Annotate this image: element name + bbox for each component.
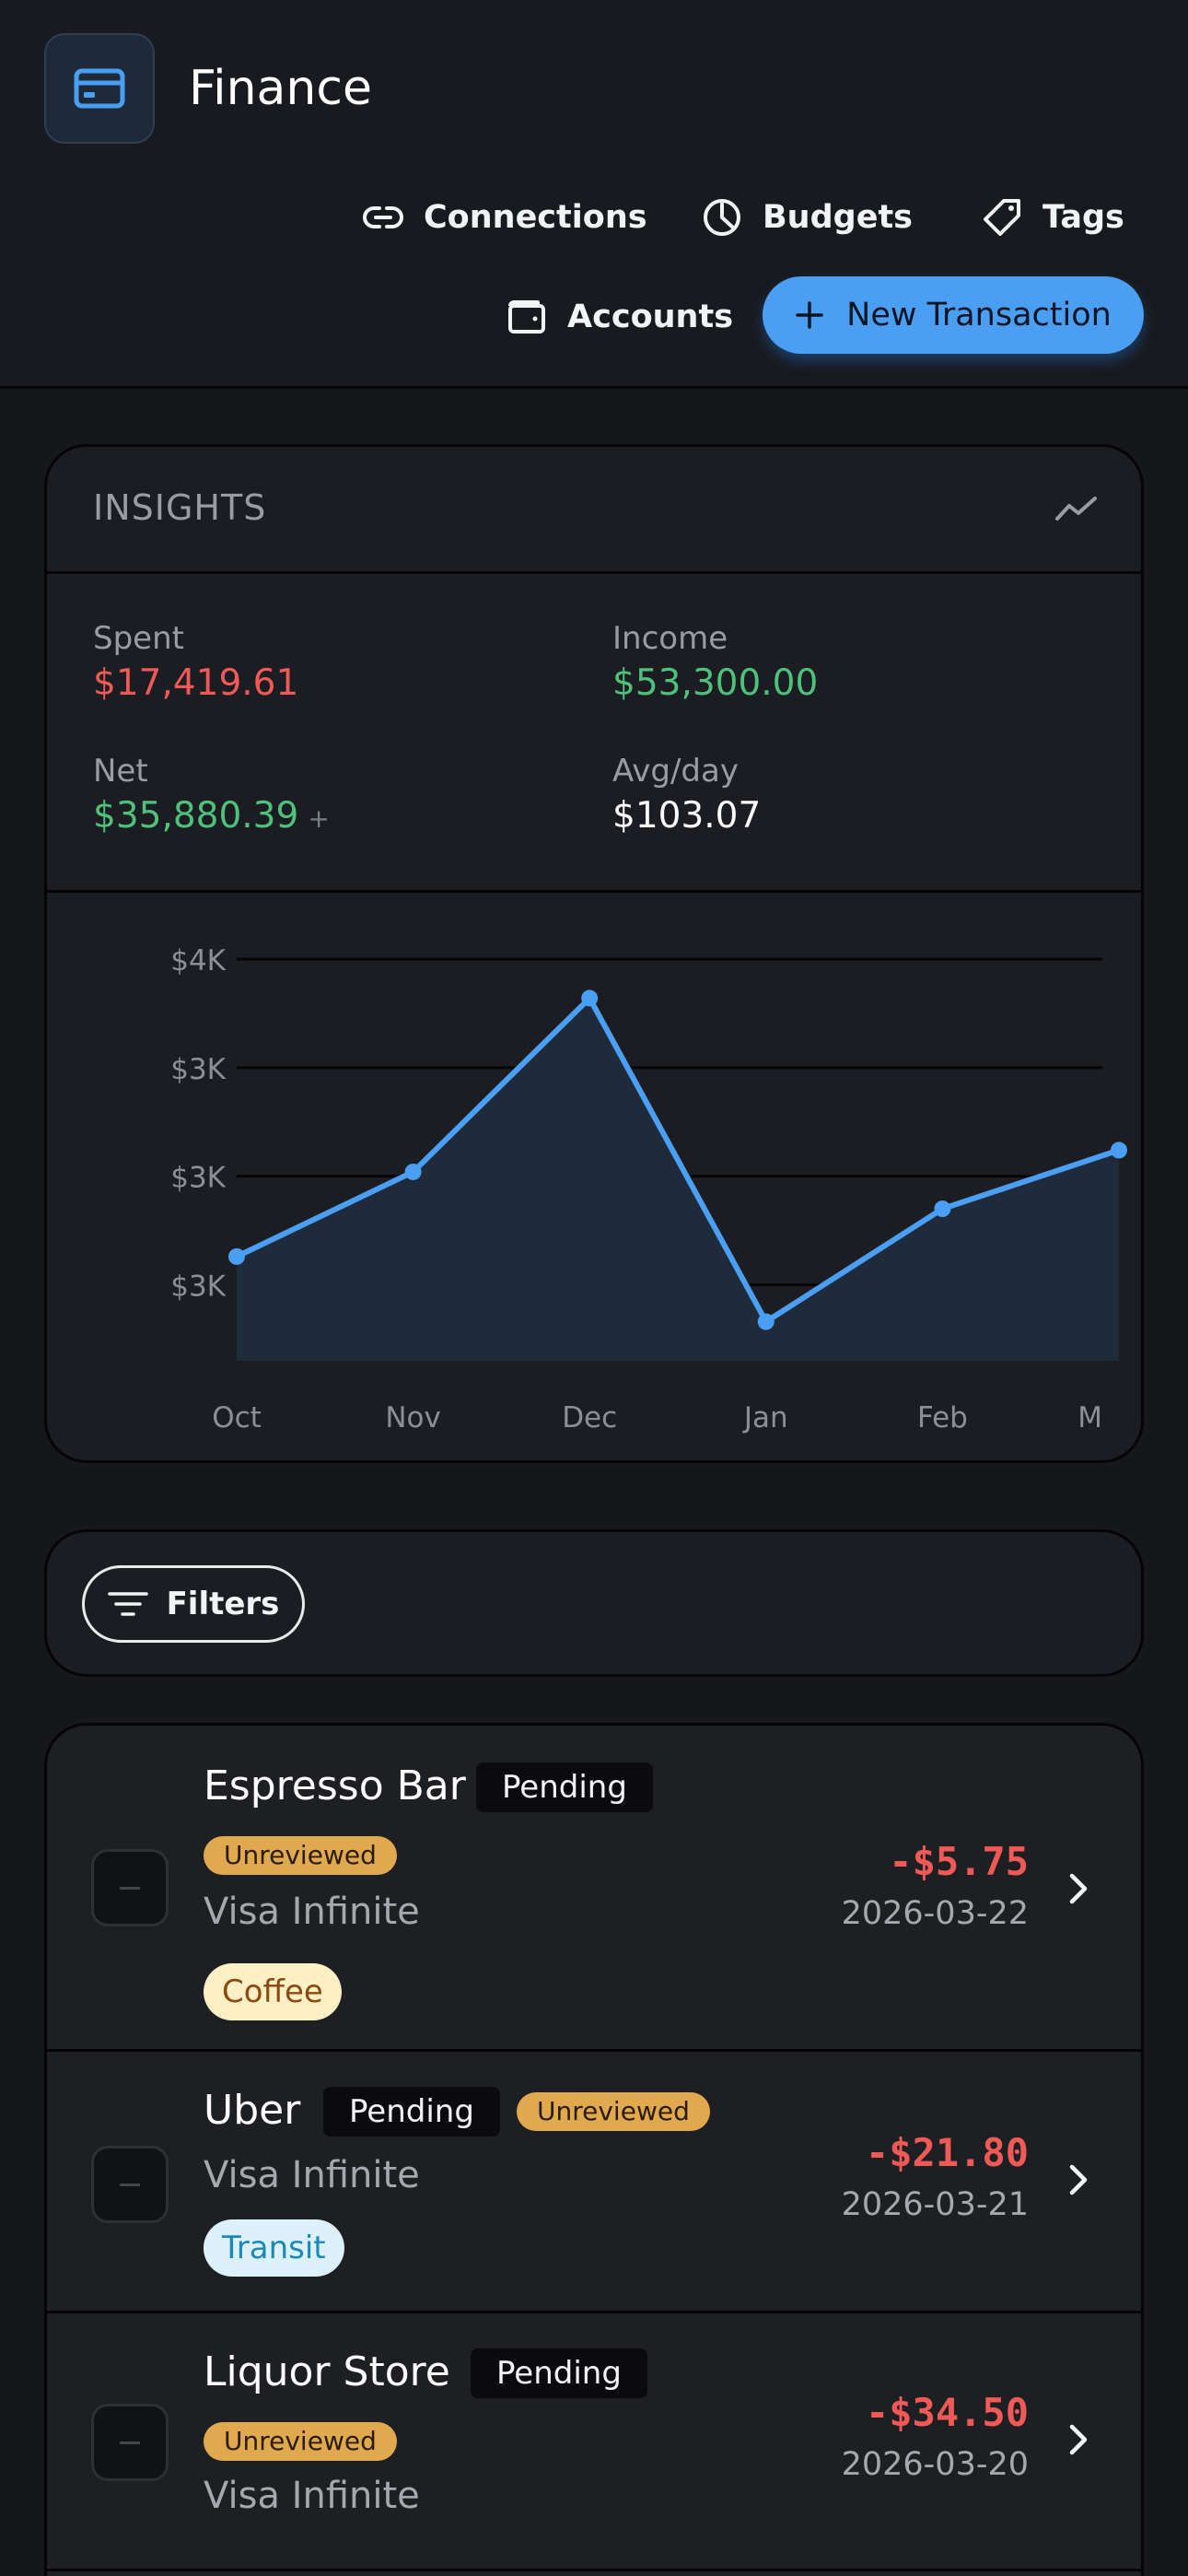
stat-spent-label: Spent — [93, 620, 184, 657]
y-tick-label: $4K — [170, 944, 226, 978]
stat-avg-day-label: Avg/day — [612, 753, 739, 790]
stat-avg-day: Avg/day $103.07 — [612, 751, 761, 841]
transaction-merchant: Liquor Store — [204, 2348, 450, 2395]
new-transaction-label: New Transaction — [846, 297, 1112, 334]
stat-net: Net $35,880.39 + — [93, 751, 330, 844]
y-tick-label: $3K — [170, 1053, 226, 1086]
status-badge-pending: Pending — [323, 2087, 500, 2137]
trend-line-icon[interactable] — [1054, 493, 1099, 522]
filters-label: Filters — [166, 1586, 280, 1622]
category-tag-transit[interactable]: Transit — [204, 2219, 344, 2277]
chart-area — [237, 998, 1119, 1361]
link-icon — [363, 206, 403, 228]
stat-income: Income $53,300.00 — [612, 618, 818, 708]
transaction-merchant: Uber — [204, 2087, 301, 2134]
data-point — [1111, 1142, 1127, 1159]
transaction-row[interactable]: Uber Pending Unreviewed Visa Infinite Tr… — [47, 2052, 1141, 2313]
stat-income-label: Income — [612, 620, 728, 657]
insights-header: INSIGHTS — [47, 447, 1141, 574]
stat-net-value-row: $35,880.39 + — [93, 791, 330, 844]
nav-budgets-label: Budgets — [763, 199, 914, 236]
filters-card: Filters — [44, 1529, 1144, 1677]
x-tick-label: Nov — [385, 1401, 441, 1434]
nav-accounts[interactable]: Accounts — [507, 289, 733, 345]
y-tick-label: $3K — [170, 1162, 226, 1195]
nav-accounts-label: Accounts — [567, 299, 734, 335]
stat-income-value: $53,300.00 — [612, 662, 819, 704]
transaction-account: Visa Infinite — [204, 1891, 420, 1933]
spending-chart: $4K $3K $3K $3K Oct Nov Dec Jan Feb M — [170, 944, 1127, 1434]
filter-icon — [107, 1592, 148, 1616]
x-tick-label: M — [1077, 1401, 1102, 1434]
transaction-date: 2026-03-21 — [841, 2186, 1029, 2223]
transaction-date: 2026-03-20 — [841, 2446, 1029, 2483]
stat-net-value: $35,880.39 — [93, 795, 299, 837]
credit-card-icon — [74, 68, 125, 109]
nav-budgets[interactable]: Budgets — [702, 190, 913, 245]
x-tick-label: Feb — [917, 1401, 968, 1434]
plus-icon — [796, 301, 823, 329]
status-badge-pending: Pending — [476, 1762, 653, 1812]
filters-button[interactable]: Filters — [82, 1565, 305, 1643]
transaction-account: Visa Infinite — [204, 2475, 420, 2517]
nav-connections-label: Connections — [424, 199, 647, 236]
row-select-checkbox[interactable] — [91, 1849, 169, 1926]
transaction-account: Visa Infinite — [204, 2154, 420, 2196]
series-line — [235, 995, 1120, 1325]
app-title: Finance — [189, 61, 372, 116]
data-point — [228, 1247, 245, 1265]
stat-net-suffix: + — [308, 803, 330, 834]
nav-tags[interactable]: Tags — [982, 190, 1124, 245]
stat-spent: Spent $17,419.61 — [93, 618, 298, 708]
transaction-amount: -$5.75 — [889, 1839, 1029, 1884]
stat-net-label: Net — [93, 753, 148, 790]
x-tick-label: Dec — [562, 1401, 617, 1434]
wallet-icon — [508, 300, 545, 334]
x-tick-label: Jan — [742, 1401, 788, 1434]
stat-avg-day-value: $103.07 — [612, 795, 762, 837]
review-badge-unreviewed: Unreviewed — [517, 2092, 710, 2131]
transactions-list: Espresso Bar Pending Unreviewed Visa Inf… — [44, 1723, 1144, 2576]
transaction-amount: -$34.50 — [865, 2390, 1029, 2435]
transaction-row[interactable]: Liquor Store Pending Unreviewed Visa Inf… — [47, 2313, 1141, 2571]
nav-tags-label: Tags — [1042, 199, 1124, 236]
row-select-checkbox[interactable] — [91, 2146, 169, 2223]
app-logo[interactable] — [44, 33, 155, 144]
pie-chart-icon — [704, 199, 740, 236]
category-tag-coffee[interactable]: Coffee — [204, 1963, 342, 2020]
chevron-right-icon[interactable] — [1067, 2422, 1089, 2457]
stat-spent-value: $17,419.61 — [93, 662, 299, 704]
chevron-right-icon[interactable] — [1067, 2162, 1089, 2197]
transaction-row[interactable]: Espresso Bar Pending Unreviewed Visa Inf… — [47, 1726, 1141, 2052]
insights-title: INSIGHTS — [93, 487, 267, 528]
row-select-checkbox[interactable] — [91, 2404, 169, 2481]
insights-stats: Spent $17,419.61 Income $53,300.00 Net $… — [47, 574, 1141, 893]
data-point — [581, 989, 599, 1007]
chevron-right-icon[interactable] — [1067, 1871, 1089, 1906]
review-badge-unreviewed: Unreviewed — [204, 2422, 397, 2461]
status-badge-pending: Pending — [471, 2348, 647, 2398]
data-point — [934, 1200, 951, 1218]
data-point — [404, 1163, 422, 1180]
x-tick-label: Oct — [212, 1401, 262, 1434]
transaction-merchant: Espresso Bar — [204, 1762, 466, 1809]
y-tick-label: $3K — [170, 1270, 226, 1304]
new-transaction-button[interactable]: New Transaction — [763, 276, 1144, 354]
insights-card: INSIGHTS Spent $17,419.61 Income $53,300… — [44, 444, 1144, 1463]
nav-connections[interactable]: Connections — [363, 190, 647, 245]
tag-icon — [984, 199, 1020, 236]
review-badge-unreviewed: Unreviewed — [204, 1836, 397, 1875]
data-point — [757, 1313, 775, 1330]
transaction-amount: -$21.80 — [865, 2130, 1029, 2175]
app-header: Finance Connections Budgets Tags Account… — [0, 0, 1188, 389]
transaction-date: 2026-03-22 — [841, 1895, 1029, 1932]
